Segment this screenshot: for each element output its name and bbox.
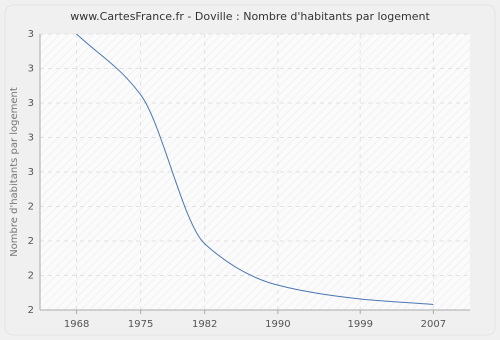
x-tick-label: 2007 — [421, 319, 446, 330]
x-tick-label: 1982 — [192, 319, 217, 330]
plot-area — [40, 34, 470, 310]
x-tick-label: 1968 — [64, 319, 89, 330]
y-tick-label: 3 — [28, 29, 34, 40]
y-tick-label: 2 — [28, 202, 34, 213]
data-line — [76, 33, 434, 305]
y-tick-label: 2 — [28, 271, 34, 282]
y-tick-label: 3 — [28, 98, 34, 109]
y-tick-label: 3 — [28, 133, 34, 144]
y-tick-label: 3 — [28, 167, 34, 178]
chart-title: www.CartesFrance.fr - Doville : Nombre d… — [70, 10, 430, 23]
x-tick-label: 1990 — [265, 319, 290, 330]
y-axis-label: Nombre d'habitants par logement — [9, 87, 20, 257]
x-tick-label: 1999 — [347, 319, 372, 330]
y-tick-label: 2 — [28, 236, 34, 247]
x-tick-label: 1975 — [128, 319, 153, 330]
y-tick-label: 3 — [28, 64, 34, 75]
y-tick-label: 2 — [28, 305, 34, 316]
